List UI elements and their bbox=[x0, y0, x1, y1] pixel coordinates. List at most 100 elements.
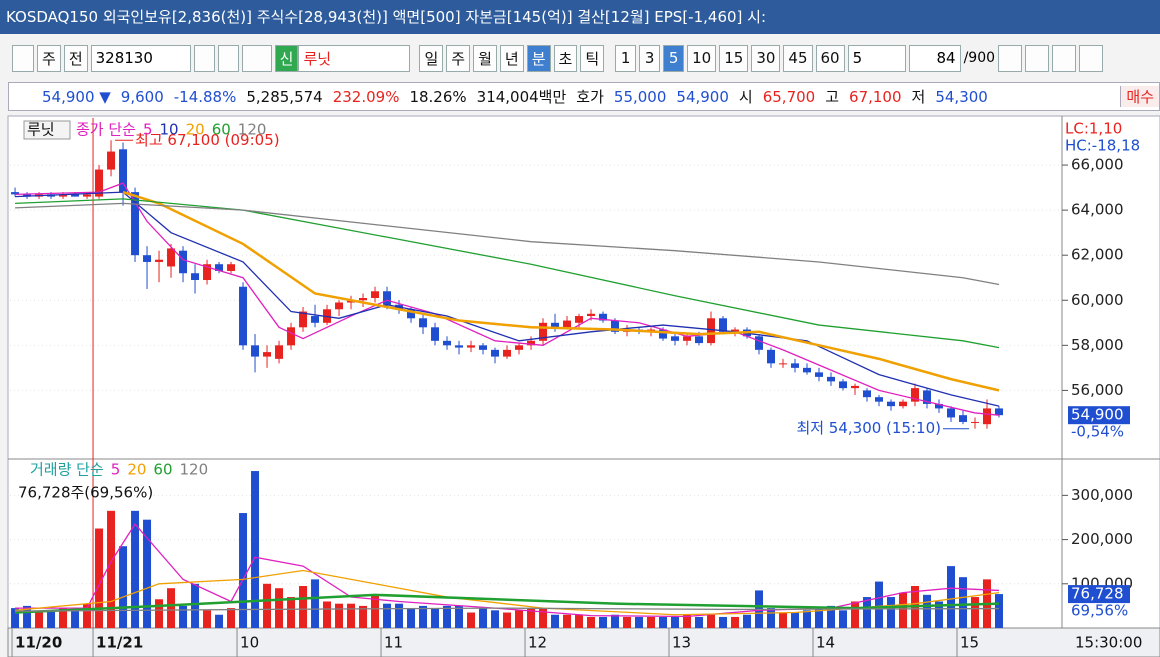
tool-settings[interactable] bbox=[1079, 44, 1104, 72]
dropdown[interactable] bbox=[193, 44, 215, 72]
candle-body bbox=[923, 390, 932, 404]
candle-body bbox=[179, 250, 188, 274]
name-input[interactable]: 루닛 bbox=[298, 44, 411, 72]
y-tick-label: 300,000 bbox=[1071, 486, 1133, 504]
period-button[interactable]: 년 bbox=[499, 44, 524, 72]
candle-body bbox=[251, 345, 260, 357]
interval-button[interactable]: 3 bbox=[639, 44, 661, 72]
candle-body bbox=[803, 367, 812, 373]
volume-bar bbox=[587, 616, 596, 628]
period-button[interactable]: 틱 bbox=[580, 44, 605, 72]
search-button[interactable] bbox=[217, 44, 239, 72]
volume-bar bbox=[599, 616, 608, 628]
quote-item: 67,100 bbox=[849, 87, 902, 106]
quote-item[interactable]: 매수 bbox=[1120, 86, 1159, 107]
volume-bar bbox=[707, 614, 716, 628]
candle-body bbox=[419, 318, 428, 328]
volume-bar bbox=[767, 608, 776, 628]
menu-icon[interactable] bbox=[12, 44, 34, 72]
interval-button[interactable]: 30 bbox=[751, 44, 781, 72]
candle-body bbox=[911, 388, 920, 402]
period-button[interactable]: 일 bbox=[419, 44, 444, 72]
x-tick-label: 14 bbox=[816, 634, 835, 652]
interval-button[interactable]: 60 bbox=[815, 44, 845, 72]
candle-body bbox=[779, 363, 788, 365]
x-tick-label: 13 bbox=[672, 634, 691, 652]
candle-body bbox=[551, 322, 560, 328]
volume-bar bbox=[395, 603, 404, 628]
tool-b[interactable] bbox=[1025, 44, 1050, 72]
candle-body bbox=[983, 408, 992, 425]
candle-body bbox=[119, 149, 128, 193]
volume-bar bbox=[527, 608, 536, 628]
candle-body bbox=[431, 327, 440, 341]
legend-text: 거래량 단순 bbox=[30, 461, 104, 479]
candle-body bbox=[107, 151, 116, 170]
candle-body bbox=[827, 376, 836, 382]
candle-body bbox=[587, 313, 596, 317]
period-button[interactable]: 주 bbox=[446, 44, 471, 72]
volume-bar bbox=[479, 608, 488, 628]
code-input[interactable]: 328130 bbox=[90, 44, 191, 72]
count-input[interactable]: 84 bbox=[908, 44, 961, 72]
candle-body bbox=[767, 349, 776, 364]
candle-body bbox=[203, 264, 212, 280]
market-button[interactable]: 주 bbox=[37, 44, 61, 72]
candle-body bbox=[863, 390, 872, 398]
candle-body bbox=[731, 329, 740, 332]
candle-body bbox=[971, 421, 980, 423]
period-button[interactable]: 초 bbox=[553, 44, 578, 72]
volume-bar bbox=[263, 583, 272, 628]
market-button[interactable]: 전 bbox=[63, 44, 88, 72]
interval-button[interactable]: 10 bbox=[687, 44, 717, 72]
quote-item: 9,600 bbox=[120, 87, 164, 106]
candle-body bbox=[671, 336, 680, 341]
sound-button[interactable] bbox=[241, 44, 272, 72]
toolbar: 주 전 328130 신 루닛 일 주 월 년 분 초 틱 1 3 5 10 15 30 45 60 5 84/900 bbox=[0, 42, 1160, 74]
volume-bar bbox=[659, 616, 668, 628]
candle-body bbox=[695, 336, 704, 344]
candle-body bbox=[239, 286, 248, 346]
title-text: KOSDAQ150 외국인보유[2,836(천)] 주식수[28,943(천)]… bbox=[6, 8, 767, 26]
interval-button[interactable]: 5 bbox=[663, 44, 685, 72]
candle-body bbox=[479, 345, 488, 350]
quote-item: 55,000 bbox=[613, 87, 667, 106]
volume-bar bbox=[59, 608, 68, 628]
volume-bar bbox=[611, 614, 620, 628]
candle-body bbox=[839, 381, 848, 389]
x-tick-label: 15 bbox=[960, 634, 979, 652]
candle-body bbox=[959, 415, 968, 422]
volume-subtitle: 76,728주(69,56%) bbox=[18, 484, 153, 502]
annotation: 최고 67,100 (09:05) bbox=[135, 131, 280, 149]
period-button[interactable]: 월 bbox=[473, 44, 497, 72]
moving-average bbox=[15, 191, 1000, 407]
candle-body bbox=[407, 309, 416, 319]
candle-body bbox=[263, 352, 272, 357]
last-value-box bbox=[1068, 406, 1130, 425]
tool-a[interactable] bbox=[998, 44, 1023, 72]
candle-body bbox=[887, 401, 896, 407]
interval-button[interactable]: 15 bbox=[719, 44, 749, 72]
volume-bar bbox=[827, 605, 836, 628]
volume-bar bbox=[563, 614, 572, 628]
candle-body bbox=[659, 329, 668, 339]
candle-body bbox=[167, 248, 176, 267]
last-value-box bbox=[1068, 585, 1130, 604]
quote-item: 고 bbox=[825, 88, 840, 106]
period-button[interactable]: 분 bbox=[526, 44, 551, 72]
candle-body bbox=[611, 320, 620, 332]
candle-body bbox=[575, 316, 584, 323]
y-tick-label: 62,000 bbox=[1071, 246, 1124, 264]
y-tick-label: 56,000 bbox=[1071, 381, 1124, 399]
candle-body bbox=[995, 408, 1004, 416]
volume-bar bbox=[371, 594, 380, 628]
interval-button[interactable]: 45 bbox=[783, 44, 813, 72]
candle-body bbox=[155, 259, 164, 262]
legend-text: 5 bbox=[143, 121, 153, 139]
y-tick-label: 58,000 bbox=[1071, 336, 1124, 354]
candle-body bbox=[191, 273, 200, 280]
candle-body bbox=[287, 327, 296, 346]
interval-select[interactable]: 5 bbox=[847, 44, 906, 72]
interval-button[interactable]: 1 bbox=[615, 44, 637, 72]
tool-save[interactable] bbox=[1052, 44, 1077, 72]
